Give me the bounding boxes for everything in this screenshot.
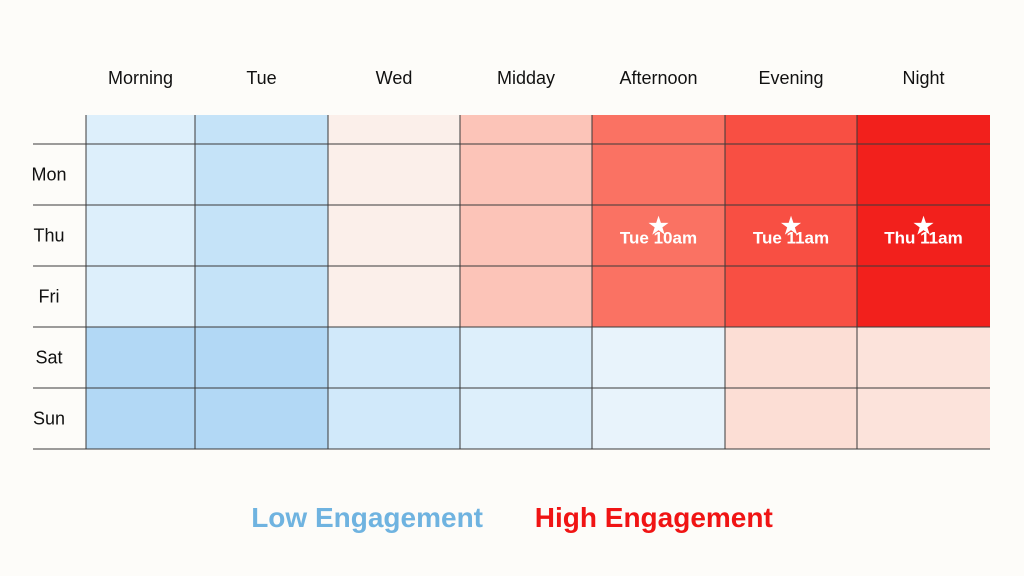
heatmap-cell [725,144,857,205]
heatmap-cell [857,205,990,266]
peak-annotation-label: Tue 10am [620,229,697,248]
heatmap-cell [725,266,857,327]
heatmap-cell [592,144,725,205]
heatmap-cell [328,115,460,144]
peak-annotation-label: Tue 11am [753,229,829,248]
heatmap-cell [592,205,725,266]
heatmap-cell [195,205,328,266]
heatmap-cell [857,115,990,144]
column-label: Midday [497,68,555,88]
heatmap-cell [592,388,725,449]
legend: Low Engagement High Engagement [0,502,1024,534]
column-label: Morning [108,68,173,88]
heatmap-cell [857,388,990,449]
heatmap-cell [725,205,857,266]
heatmap-cell [195,144,328,205]
heatmap-cell [460,115,592,144]
heatmap-cell [857,266,990,327]
column-label: Night [902,68,944,88]
heatmap-cell [460,327,592,388]
star-icon: ★ [647,211,670,241]
heatmap-cell [195,388,328,449]
row-label: Mon [31,165,66,185]
heatmap-cell [460,144,592,205]
heatmap-cell [592,266,725,327]
heatmap-cell [195,327,328,388]
row-label: Fri [39,287,60,307]
row-label: Sat [35,348,62,368]
heatmap-cell [328,144,460,205]
heatmap-cell [725,327,857,388]
heatmap-cell [86,205,195,266]
column-label: Evening [758,68,823,88]
legend-low-label: Low Engagement [251,502,483,533]
heatmap-cell [592,327,725,388]
heatmap-cell [857,144,990,205]
heatmap-cell [725,388,857,449]
peak-annotation-label: Thu 11am [884,229,962,248]
heatmap-cell [460,388,592,449]
heatmap-cell [328,388,460,449]
heatmap-cell [460,266,592,327]
row-label: Sun [33,409,65,429]
column-label: Tue [246,68,276,88]
heatmap-cell [195,266,328,327]
heatmap-cell [86,115,195,144]
legend-high-label: High Engagement [534,502,773,533]
heatmap-cell [857,327,990,388]
heatmap-cell [460,205,592,266]
row-label: Thu [33,226,64,246]
heatmap-cell [86,266,195,327]
heatmap-svg: Morning Tue Wed Midday Afternoon Evening Night… [31,68,990,450]
heatmap-cell [195,115,328,144]
heatmap-cell [725,115,857,144]
heatmap-cell [86,144,195,205]
star-icon: ★ [779,211,802,241]
heatmap-cell [328,327,460,388]
column-label: Afternoon [619,68,697,88]
heatmap-cell [328,205,460,266]
heatmap-cell [592,115,725,144]
star-icon: ★ [912,211,935,241]
column-label: Wed [376,68,413,88]
heatmap-cell [328,266,460,327]
heatmap-cell [86,327,195,388]
heatmap-cell [86,388,195,449]
